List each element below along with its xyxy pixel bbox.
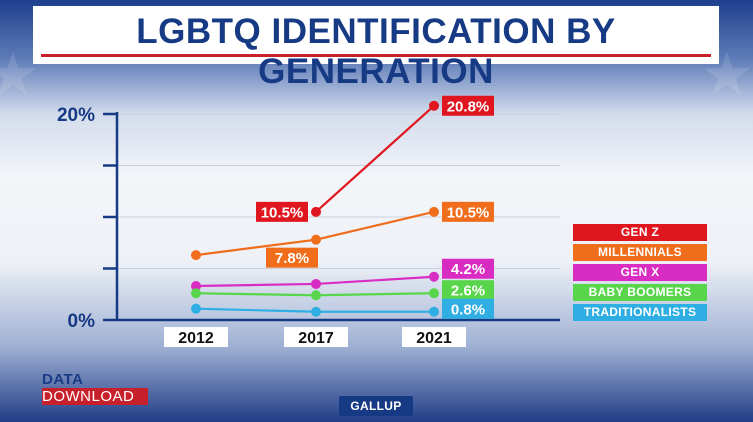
data-label: 10.5% [447, 204, 490, 221]
x-tick-label-box [164, 327, 228, 347]
legend-item: GEN X [573, 264, 707, 281]
x-tick-label: 2012 [178, 330, 214, 347]
x-tick-label: 2021 [416, 330, 452, 347]
data-label-box [442, 258, 494, 279]
data-label-box [266, 247, 318, 268]
data-label: 0.8% [451, 301, 485, 318]
brand-data-text: DATA [42, 371, 84, 388]
data-label: 20.8% [447, 98, 490, 115]
data-download-logo: DATA DOWNLOAD [42, 371, 149, 406]
data-point [429, 271, 439, 282]
y-tick-label: 20% [57, 105, 95, 126]
data-point [429, 306, 439, 317]
data-point [191, 281, 201, 292]
data-point [429, 206, 439, 217]
data-label: 7.8% [275, 250, 309, 267]
data-label-box [442, 298, 494, 319]
data-point [311, 234, 321, 245]
data-label: 10.5% [261, 204, 304, 221]
data-point [429, 288, 439, 299]
series-lines [191, 100, 439, 317]
data-label: 4.2% [451, 261, 485, 278]
data-point [191, 303, 201, 314]
data-point [311, 278, 321, 289]
chart-title: LGBTQ IDENTIFICATION BY GENERATION [136, 12, 616, 91]
data-label-box [442, 201, 494, 222]
data-point [311, 290, 321, 301]
legend: GEN Z MILLENNIALS GEN X BABY BOOMERS TRADITI… [573, 224, 707, 324]
data-labels: 10.5% 20.8% 7.8% 10.5% 4.2% 2.6%0.8% [256, 95, 494, 319]
data-point [311, 306, 321, 317]
data-point [429, 100, 439, 111]
x-tick-label-box [402, 327, 466, 347]
legend-item: TRADITIONALISTS [573, 304, 707, 321]
data-label-box [442, 280, 494, 301]
data-label-box [442, 95, 494, 116]
legend-item: MILLENNIALS [573, 244, 707, 261]
data-point [311, 206, 321, 217]
y-tick-label: 0% [68, 311, 96, 332]
x-tick-label: 2017 [298, 330, 334, 347]
legend-item: GEN Z [573, 224, 707, 241]
data-point [191, 250, 201, 261]
x-tick-label-box [284, 327, 348, 347]
source-badge: GALLUP [339, 396, 413, 416]
legend-item: BABY BOOMERS [573, 284, 707, 301]
title-banner: LGBTQ IDENTIFICATION BY GENERATION [33, 6, 719, 91]
brand-download-text: DOWNLOAD [42, 388, 149, 405]
data-label-box [256, 201, 308, 222]
series-line [315, 104, 435, 213]
axes: 0% 20% 2012 2017 2021 [57, 105, 560, 347]
title-underline [41, 54, 711, 57]
data-label: 2.6% [451, 283, 485, 300]
data-point [191, 288, 201, 299]
